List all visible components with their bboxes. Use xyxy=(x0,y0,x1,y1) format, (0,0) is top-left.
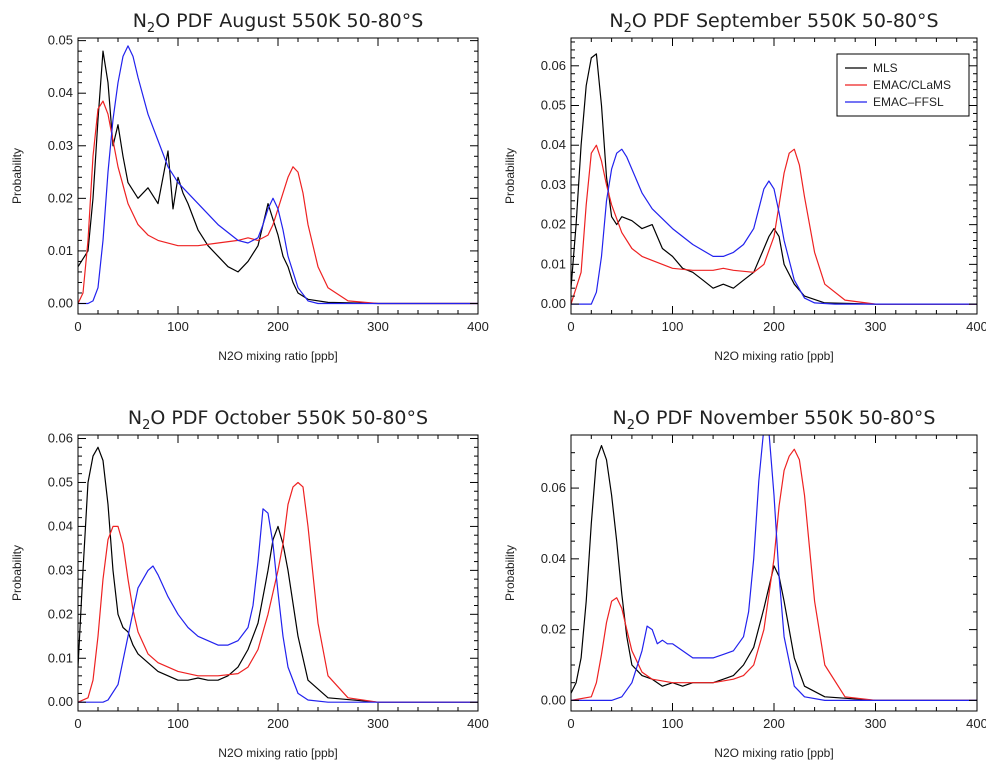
x-tick-label: 300 xyxy=(865,716,887,731)
x-tick-label: 400 xyxy=(966,716,986,731)
series-line-mls xyxy=(78,446,478,703)
legend-entry: MLS xyxy=(873,61,898,75)
series-line-emac-ffsl xyxy=(78,45,478,305)
series-line-emac-clams xyxy=(78,100,478,305)
chart-title: N2O PDF October 550K 50-80°S xyxy=(128,407,428,433)
y-axis-label: Probability xyxy=(10,148,24,204)
chart-title: N2O PDF August 550K 50-80°S xyxy=(133,10,424,36)
series-line-emac-clams xyxy=(78,481,478,703)
x-tick-label: 0 xyxy=(74,716,81,731)
x-axis-label: N2O mixing ratio [ppb] xyxy=(218,349,337,363)
y-tick-label: 0.06 xyxy=(541,58,566,73)
y-tick-label: 0.00 xyxy=(48,694,73,709)
y-tick-label: 0.00 xyxy=(541,296,566,311)
chart-september: N2O PDF September 550K 50-80°S 0 100 200 300… xyxy=(503,10,986,363)
series-line-mls xyxy=(78,50,478,305)
y-tick-label: 0.04 xyxy=(48,518,73,533)
x-tick-label: 200 xyxy=(267,319,289,334)
y-tick-label: 0.00 xyxy=(48,295,73,310)
y-tick-label: 0.02 xyxy=(541,622,566,637)
x-tick-label: 100 xyxy=(662,319,684,334)
y-tick-label: 0.01 xyxy=(48,650,73,665)
x-tick-label: 100 xyxy=(662,716,684,731)
legend: MLS EMAC/CLaMS EMAC–FFSL xyxy=(836,53,970,117)
y-tick-label: 0.04 xyxy=(541,551,566,566)
legend-entry: EMAC–FFSL xyxy=(873,95,944,109)
x-axis-label: N2O mixing ratio [ppb] xyxy=(714,349,833,363)
chart-title: N2O PDF November 550K 50-80°S xyxy=(613,407,936,433)
x-tick-label: 0 xyxy=(567,716,574,731)
x-tick-label: 400 xyxy=(966,319,986,334)
y-tick-label: 0.02 xyxy=(48,190,73,205)
x-tick-label: 300 xyxy=(865,319,887,334)
x-tick-label: 200 xyxy=(763,716,785,731)
y-axis-label: Probability xyxy=(10,545,24,601)
y-tick-label: 0.04 xyxy=(541,137,566,152)
y-tick-label: 0.06 xyxy=(541,480,566,495)
y-tick-label: 0.05 xyxy=(541,98,566,113)
x-tick-label: 400 xyxy=(467,716,489,731)
chart-october: N2O PDF October 550K 50-80°S 0 100 200 300 40… xyxy=(10,407,489,760)
series-line-emac-ffsl xyxy=(571,148,977,305)
y-tick-label: 0.03 xyxy=(541,177,566,192)
series-line-emac-ffsl xyxy=(571,435,977,702)
chart-november: N2O PDF November 550K 50-80°S 0 100 200 300 4… xyxy=(503,407,986,760)
y-axis-label: Probability xyxy=(503,148,517,204)
x-tick-label: 300 xyxy=(367,319,389,334)
x-tick-label: 0 xyxy=(567,319,574,334)
x-tick-label: 100 xyxy=(167,319,189,334)
x-tick-label: 100 xyxy=(167,716,189,731)
y-tick-label: 0.02 xyxy=(48,606,73,621)
x-axis-label: N2O mixing ratio [ppb] xyxy=(218,746,337,760)
plot-frame xyxy=(570,434,978,712)
y-tick-label: 0.00 xyxy=(541,692,566,707)
y-axis-label: Probability xyxy=(503,545,517,601)
y-tick-label: 0.05 xyxy=(48,474,73,489)
y-tick-label: 0.05 xyxy=(48,33,73,48)
series-line-emac-clams xyxy=(571,448,977,702)
y-tick-label: 0.02 xyxy=(541,217,566,232)
y-tick-label: 0.03 xyxy=(48,562,73,577)
x-tick-label: 200 xyxy=(267,716,289,731)
x-tick-label: 0 xyxy=(74,319,81,334)
x-tick-label: 300 xyxy=(367,716,389,731)
y-tick-label: 0.04 xyxy=(48,85,73,100)
series-line-emac-ffsl xyxy=(78,508,478,703)
y-tick-label: 0.06 xyxy=(48,431,73,446)
y-tick-label: 0.03 xyxy=(48,138,73,153)
chart-title: N2O PDF September 550K 50-80°S xyxy=(609,10,938,36)
y-tick-label: 0.01 xyxy=(541,256,566,271)
series-line-mls xyxy=(571,445,977,702)
legend-entry: EMAC/CLaMS xyxy=(873,78,951,92)
x-axis-label: N2O mixing ratio [ppb] xyxy=(714,746,833,760)
x-tick-label: 400 xyxy=(467,319,489,334)
chart-august: N2O PDF August 550K 50-80°S 0 100 200 300 400… xyxy=(10,10,489,363)
y-tick-label: 0.01 xyxy=(48,243,73,258)
series-line-emac-clams xyxy=(571,144,977,305)
x-tick-label: 200 xyxy=(763,319,785,334)
